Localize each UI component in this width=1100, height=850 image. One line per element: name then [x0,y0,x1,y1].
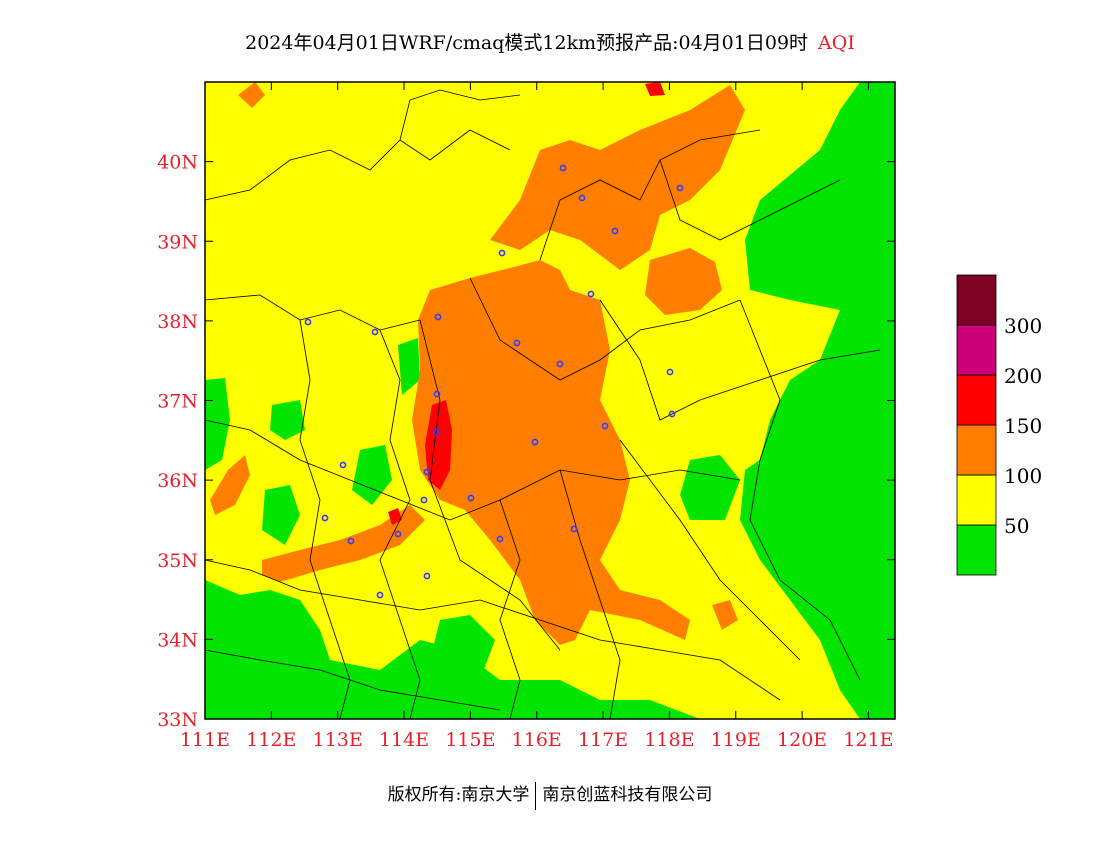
city-markers [304,164,684,599]
legend-swatch-moderate [956,474,997,526]
city-marker [394,530,402,538]
city-marker [304,318,312,326]
city-marker [578,194,586,202]
city-marker [434,313,442,321]
lat-tick-label: 39N [157,231,198,253]
legend-swatch-very-unhealthy [956,324,997,376]
lon-tick-label: 117E [578,729,628,751]
map-title: 2024年04月01日WRF/cmaq模式12km预报产品:04月01日09时 A… [0,28,1100,55]
usg-zone-west-strip [210,455,250,515]
longitude-tick-labels: 111E 112E 113E 114E 115E 116E 117E 118E 119E 120E… [180,729,894,751]
legend-swatch-unhealthy [956,374,997,426]
lon-tick-label: 114E [379,729,429,751]
lon-tick-label: 115E [445,729,495,751]
city-marker [496,535,504,543]
usg-zone-southwest-arm [262,505,425,582]
city-marker [371,328,379,336]
city-marker [668,410,676,418]
city-marker [339,461,347,469]
lat-tick-label: 36N [157,470,198,492]
city-marker [556,360,564,368]
lat-tick-label: 37N [157,391,198,413]
map-fill-layer [205,82,895,719]
lat-tick-label: 33N [157,709,198,731]
good-zone-west-2 [262,485,300,545]
lon-tick-label: 121E [843,729,893,751]
usg-zone-hebei-north [490,85,745,270]
company-name: 南京创蓝科技有限公司 [542,785,713,805]
city-marker [433,390,441,398]
title-main: 2024年04月01日WRF/cmaq模式12km预报产品:04月01日09时 [245,32,809,54]
good-zone-central-west [352,445,392,505]
lon-tick-label: 112E [246,729,296,751]
city-marker [498,249,506,257]
lon-tick-label: 113E [313,729,363,751]
legend-label: 50 [1004,514,1029,538]
unhealthy-zone-small [388,508,402,525]
footer-separator [535,781,537,810]
city-marker [432,428,440,436]
city-marker [376,591,384,599]
lat-tick-label: 40N [157,152,198,174]
city-marker [513,339,521,347]
city-marker [570,525,578,533]
lat-tick-label: 34N [157,629,198,651]
legend-label: 100 [1004,464,1042,488]
city-marker [666,368,674,376]
copyright-text: 版权所有:南京大学 [387,785,530,805]
city-marker [611,227,619,235]
good-zone-shandong [680,455,740,520]
axis-ticks [204,82,895,720]
city-marker [531,438,539,446]
lon-tick-label: 120E [777,729,827,751]
city-marker [321,514,329,522]
usg-zone-bohai [645,248,722,315]
city-marker [467,494,475,502]
usg-zone-central-plain [412,260,690,645]
lat-tick-label: 35N [157,550,198,572]
city-marker [601,422,609,430]
legend-label: 200 [1004,364,1042,388]
usg-zone-east-blob [712,600,738,630]
good-zone-east-sea [740,82,895,719]
city-marker [347,537,355,545]
city-marker [420,496,428,504]
good-zone-taihang [398,338,420,395]
city-marker [587,290,595,298]
usg-zone-northwest-blob [238,82,265,108]
lon-tick-label: 118E [644,729,694,751]
latitude-tick-labels: 33N 34N 35N 36N 37N 38N 39N 40N [157,152,198,731]
good-zone-south [430,615,495,690]
legend-label: 150 [1004,414,1042,438]
boundary-lines [205,89,881,719]
legend-swatch-usg [956,424,997,476]
legend-swatch-hazardous [956,274,997,326]
lat-tick-label: 38N [157,311,198,333]
good-zone-northwest [270,400,305,440]
lon-tick-label: 119E [711,729,761,751]
lon-tick-label: 116E [512,729,562,751]
legend-label: 300 [1004,314,1042,338]
city-marker [559,164,567,172]
city-marker [423,468,431,476]
legend-swatch-good [956,524,997,576]
footer: 版权所有:南京大学 南京创蓝科技有限公司 [0,780,1100,810]
title-variable: AQI [818,32,855,54]
city-marker [423,572,431,580]
unhealthy-zone-north [645,82,665,96]
aqi-legend: 50 100 150 200 300 [956,274,1042,576]
city-marker [676,184,684,192]
lon-tick-label: 111E [180,729,230,751]
